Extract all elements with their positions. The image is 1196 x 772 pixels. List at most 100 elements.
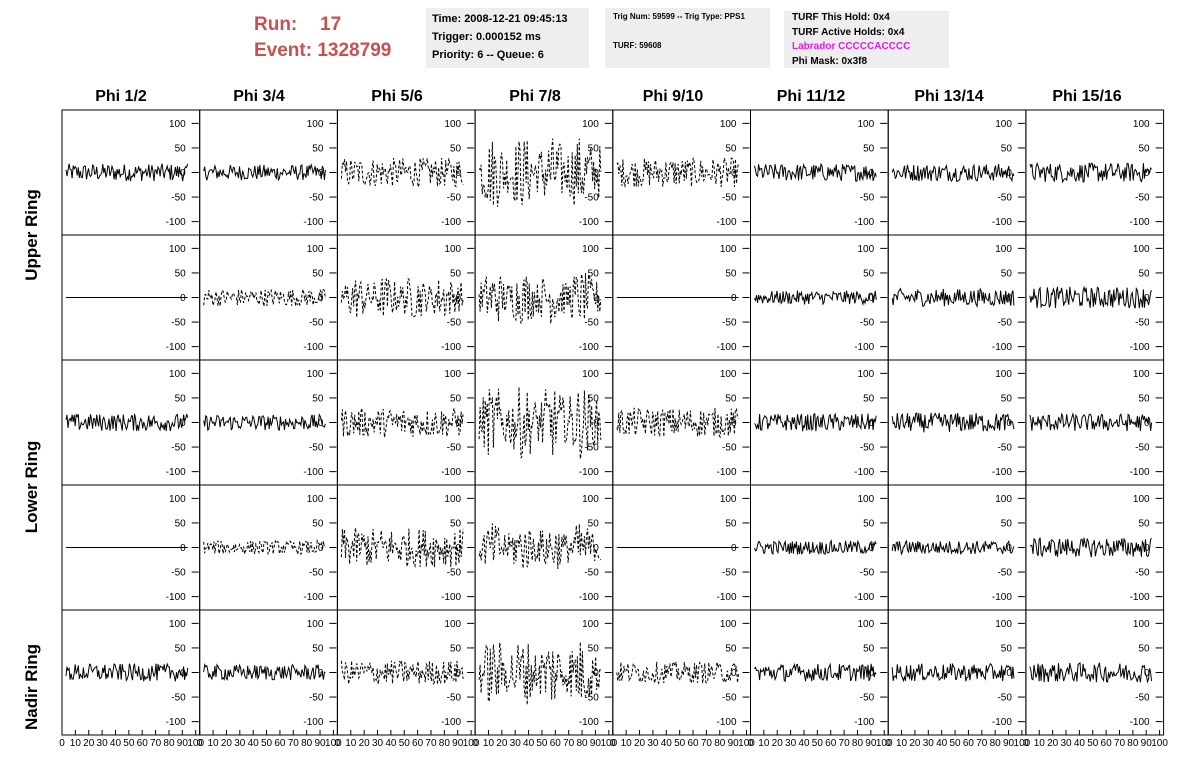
- run-value: 17: [320, 14, 342, 35]
- x-tick-label: 10: [621, 738, 633, 749]
- y-tick-label: 0: [456, 543, 462, 554]
- y-tick-label: -50: [309, 318, 324, 329]
- y-tick-label: 100: [720, 619, 737, 630]
- y-tick-label: 100: [720, 244, 737, 255]
- x-tick-label: 40: [1074, 738, 1086, 749]
- y-tick-label: 50: [725, 268, 737, 279]
- x-tick-label: 50: [399, 738, 411, 749]
- y-tick-label: -100: [992, 467, 1012, 478]
- x-tick-label: 80: [852, 738, 864, 749]
- y-tick-label: -100: [166, 717, 186, 728]
- y-tick-label: 50: [175, 643, 187, 654]
- x-tick-label: 30: [510, 738, 522, 749]
- y-tick-label: -50: [171, 568, 186, 579]
- x-tick-label: 100: [1014, 738, 1031, 749]
- y-tick-label: -50: [860, 693, 875, 704]
- x-tick-label: 50: [674, 738, 686, 749]
- y-tick-label: -100: [441, 217, 461, 228]
- x-tick-label: 90: [1141, 738, 1153, 749]
- y-tick-label: 0: [731, 418, 737, 429]
- y-tick-label: 100: [995, 119, 1012, 130]
- x-tick-label: 90: [452, 738, 464, 749]
- column-label-phi-15-16: Phi 15/16: [1052, 88, 1122, 105]
- waveform-series: [891, 662, 1015, 683]
- y-tick-label: 100: [582, 494, 599, 505]
- y-tick-label: 100: [1133, 244, 1150, 255]
- column-label-phi-3-4: Phi 3/4: [233, 88, 285, 105]
- waveform-series: [340, 407, 464, 438]
- y-tick-label: 50: [863, 393, 875, 404]
- y-tick-label: -50: [584, 568, 599, 579]
- x-tick-label: 80: [990, 738, 1002, 749]
- y-tick-label: -100: [303, 217, 323, 228]
- y-tick-label: 100: [858, 369, 875, 380]
- y-tick-label: -100: [1130, 467, 1150, 478]
- x-tick-label: 30: [372, 738, 384, 749]
- y-tick-label: 50: [588, 518, 600, 529]
- waveform-series: [478, 386, 602, 459]
- waveform-series: [1029, 661, 1153, 684]
- y-tick-label: -50: [997, 193, 1012, 204]
- waveform-series: [65, 413, 189, 432]
- y-tick-label: -100: [1130, 217, 1150, 228]
- waveform-series: [340, 527, 464, 569]
- y-tick-label: 50: [588, 268, 600, 279]
- x-tick-label: 40: [523, 738, 535, 749]
- waveform-series: [1029, 412, 1153, 432]
- column-label-phi-5-6: Phi 5/6: [371, 88, 423, 105]
- y-tick-label: 100: [307, 494, 324, 505]
- y-tick-label: 0: [318, 418, 324, 429]
- y-tick-label: -50: [860, 193, 875, 204]
- y-tick-label: 50: [863, 518, 875, 529]
- x-tick-label: 20: [909, 738, 921, 749]
- y-tick-label: 50: [588, 643, 600, 654]
- y-tick-label: 100: [582, 119, 599, 130]
- trigger-text: Trigger: 0.000152 ms: [432, 31, 541, 43]
- y-tick-label: -100: [166, 592, 186, 603]
- x-tick-label: 60: [274, 738, 286, 749]
- y-tick-label: 100: [995, 244, 1012, 255]
- x-tick-label: 10: [758, 738, 770, 749]
- y-tick-label: 0: [1144, 293, 1150, 304]
- y-tick-label: -50: [722, 693, 737, 704]
- x-tick-label: 80: [301, 738, 313, 749]
- x-tick-label: 60: [137, 738, 149, 749]
- y-tick-label: -50: [584, 193, 599, 204]
- x-tick-label: 90: [590, 738, 602, 749]
- x-tick-label: 90: [728, 738, 740, 749]
- x-tick-label: 70: [976, 738, 988, 749]
- y-tick-label: 50: [588, 393, 600, 404]
- labrador-text: Labrador CCCCCACCCC: [792, 41, 911, 52]
- waveform-series: [754, 662, 877, 683]
- y-tick-label: 0: [180, 293, 186, 304]
- y-tick-label: 0: [1006, 668, 1012, 679]
- y-tick-label: 0: [180, 168, 186, 179]
- y-tick-label: 50: [863, 643, 875, 654]
- y-tick-label: 0: [318, 293, 324, 304]
- y-tick-label: 50: [725, 393, 737, 404]
- y-tick-label: 50: [588, 143, 600, 154]
- x-tick-label: 30: [1060, 738, 1072, 749]
- turf-text: TURF: 59608: [613, 41, 662, 50]
- y-tick-label: 100: [995, 619, 1012, 630]
- y-tick-label: 50: [175, 518, 187, 529]
- y-tick-label: -100: [854, 342, 874, 353]
- y-tick-label: 50: [1138, 143, 1150, 154]
- waveform-series: [754, 290, 877, 306]
- phi-mask-text: Phi Mask: 0x3f8: [792, 55, 868, 67]
- x-tick-label: 0: [335, 738, 341, 749]
- x-tick-label: 30: [923, 738, 935, 749]
- y-tick-label: 100: [858, 494, 875, 505]
- waveform-series: [478, 272, 602, 324]
- x-tick-label: 20: [772, 738, 784, 749]
- y-tick-label: -100: [303, 467, 323, 478]
- x-tick-label: 90: [1003, 738, 1015, 749]
- y-tick-label: 0: [1144, 668, 1150, 679]
- x-tick-label: 50: [949, 738, 961, 749]
- y-tick-label: -100: [579, 717, 599, 728]
- y-tick-label: 0: [869, 418, 875, 429]
- waveform-series: [1029, 162, 1152, 184]
- x-tick-label: 0: [885, 738, 891, 749]
- x-tick-label: 30: [785, 738, 797, 749]
- x-tick-label: 80: [576, 738, 588, 749]
